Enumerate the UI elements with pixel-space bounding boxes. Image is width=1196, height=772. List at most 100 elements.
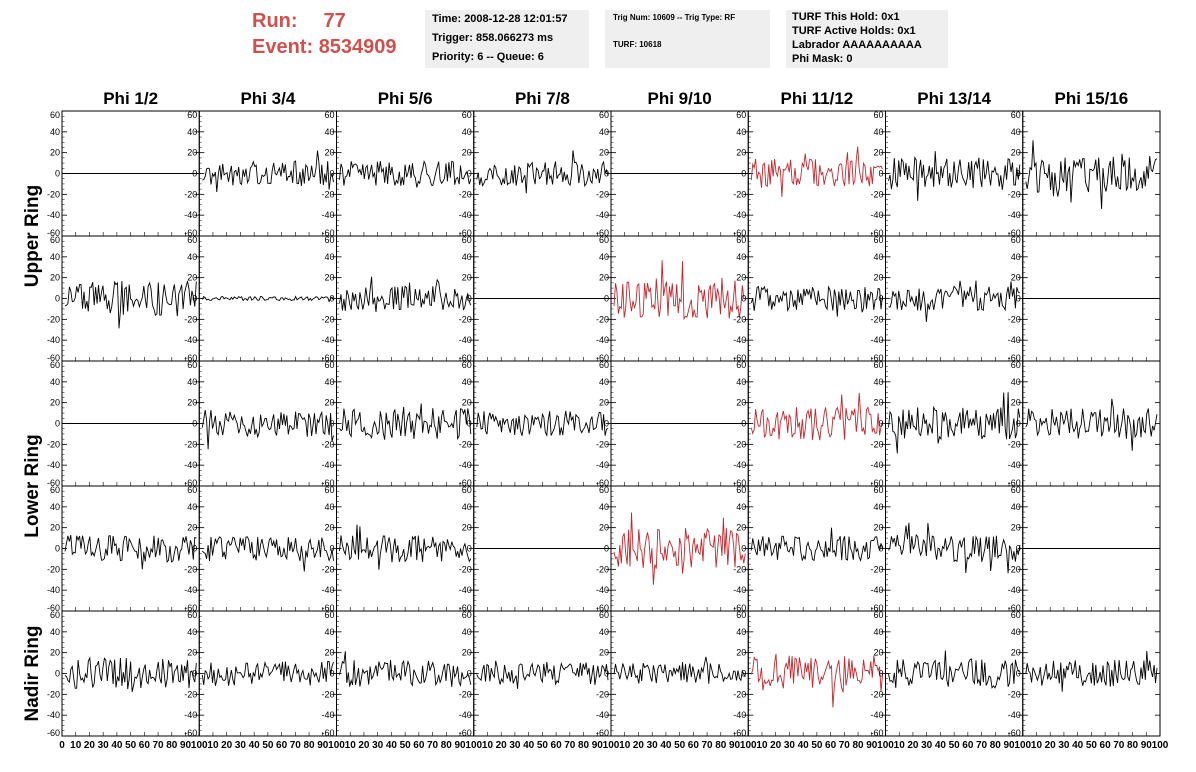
waveform-trace [64,280,197,329]
event-label: Event: [252,36,314,58]
y-tick-label: 40 [50,377,60,387]
y-tick-label: -40 [870,585,883,595]
x-tick-label: 10 [894,740,906,751]
y-tick-label: 60 [324,610,334,620]
panel-r1-c4: -60 -40 -20 0 20 40 60 [459,110,612,238]
y-tick-label: -40 [321,585,334,595]
y-tick-label: -20 [47,314,60,324]
y-tick-label: 20 [462,523,472,533]
waveform-trace [476,150,609,194]
waveform-trace [476,410,609,437]
y-tick-label: 0 [192,544,197,554]
column-title-3: Phi 5/6 [378,89,433,108]
y-tick-label: 60 [599,110,609,120]
panel-r5-c3: -60 -40 -20 0 20 40 60 [321,610,475,738]
y-tick-label: -40 [596,210,609,220]
x-tick-label: 10 [207,740,219,751]
y-tick-label: -20 [321,564,334,574]
x-tick-label: 50 [125,740,137,751]
x-tick-label: 30 [509,740,521,751]
y-tick-label: 40 [599,627,609,637]
y-tick-label: 20 [324,398,334,408]
x-tick-label: 70 [564,740,576,751]
panel-frame [198,235,337,362]
y-tick-label: -40 [47,710,60,720]
y-tick-label: 0 [467,544,472,554]
y-tick-label: 60 [462,485,472,495]
y-tick-label: -20 [1008,314,1021,324]
y-tick-label: 20 [187,523,197,533]
y-tick-label: -60 [459,728,472,738]
y-tick-label: 0 [1016,669,1021,679]
panel-frame [885,610,1024,737]
y-tick-label: -20 [321,439,334,449]
y-tick-label: 20 [50,148,60,158]
x-tick-label: 30 [1058,740,1070,751]
x-tick-label: 50 [400,740,412,751]
y-tick-label: 0 [55,419,60,429]
x-tick-label: 30 [98,740,110,751]
y-tick-label: 20 [187,148,197,158]
waveform-trace [1025,398,1158,451]
y-tick-label: 0 [604,419,609,429]
waveform-trace [201,536,334,572]
y-tick-label: 60 [1011,610,1021,620]
panel-frame [747,110,886,237]
y-tick-label: -60 [1008,228,1021,238]
x-tick-label: 100 [465,740,482,751]
y-tick-label: 20 [599,648,609,658]
y-tick-label: 40 [1011,502,1021,512]
y-tick-label: 20 [599,148,609,158]
y-tick-label: -20 [1008,439,1021,449]
y-tick-label: 0 [192,169,197,179]
y-tick-label: -20 [870,564,883,574]
panel-r3-c2: -60 -40 -20 0 20 40 60 [184,360,337,488]
x-tick-label: 90 [180,740,192,751]
y-tick-label: -20 [184,189,197,199]
y-tick-label: 60 [462,235,472,245]
y-tick-label: 40 [873,377,883,387]
y-tick-label: -40 [870,210,883,220]
y-tick-label: 60 [1011,235,1021,245]
x-tick-label: 80 [441,740,453,751]
waveform-trace [201,660,334,686]
y-tick-label: 0 [741,544,746,554]
y-tick-label: -40 [184,210,197,220]
x-tick-label: 20 [907,740,919,751]
panel-r2-c2: -60 -40 -20 0 20 40 60 [184,235,337,363]
x-tick-label: 30 [921,740,933,751]
y-tick-label: -40 [1008,460,1021,470]
y-tick-label: 0 [55,669,60,679]
panel-r3-c1: -60 -40 -20 0 20 40 60 [47,360,200,488]
y-tick-label: 60 [736,360,746,370]
y-tick-label: -40 [47,460,60,470]
x-tick-label: 30 [372,740,384,751]
y-tick-label: 20 [873,273,883,283]
y-tick-label: 40 [462,377,472,387]
y-tick-label: 60 [873,485,883,495]
y-tick-label: 20 [1011,398,1021,408]
waveform-trace [888,522,1021,574]
y-tick-label: -60 [870,353,883,363]
panel-r3-c7: -60 -40 -20 0 20 40 60 [870,360,1024,488]
x-tick-label: 80 [578,740,590,751]
y-tick-label: -60 [459,603,472,613]
y-tick-label: 20 [736,398,746,408]
y-tick-label: -60 [596,728,609,738]
waveform-trace [750,146,883,197]
y-tick-label: -20 [596,314,609,324]
x-tick-label: 60 [962,740,974,751]
y-tick-label: -40 [1008,335,1021,345]
turf-active-holds-text: TURF Active Holds: 0x1 [792,25,916,37]
x-tick-label: 80 [715,740,727,751]
y-tick-label: -40 [459,210,472,220]
x-tick-label: 20 [84,740,96,751]
y-tick-label: 60 [50,485,60,495]
y-tick-label: 0 [329,669,334,679]
y-tick-label: -40 [184,710,197,720]
x-tick-label: 70 [839,740,851,751]
panel-r2-c4: -60 -40 -20 0 20 40 60 [459,235,612,363]
y-tick-label: -20 [321,189,334,199]
y-tick-label: 20 [50,648,60,658]
